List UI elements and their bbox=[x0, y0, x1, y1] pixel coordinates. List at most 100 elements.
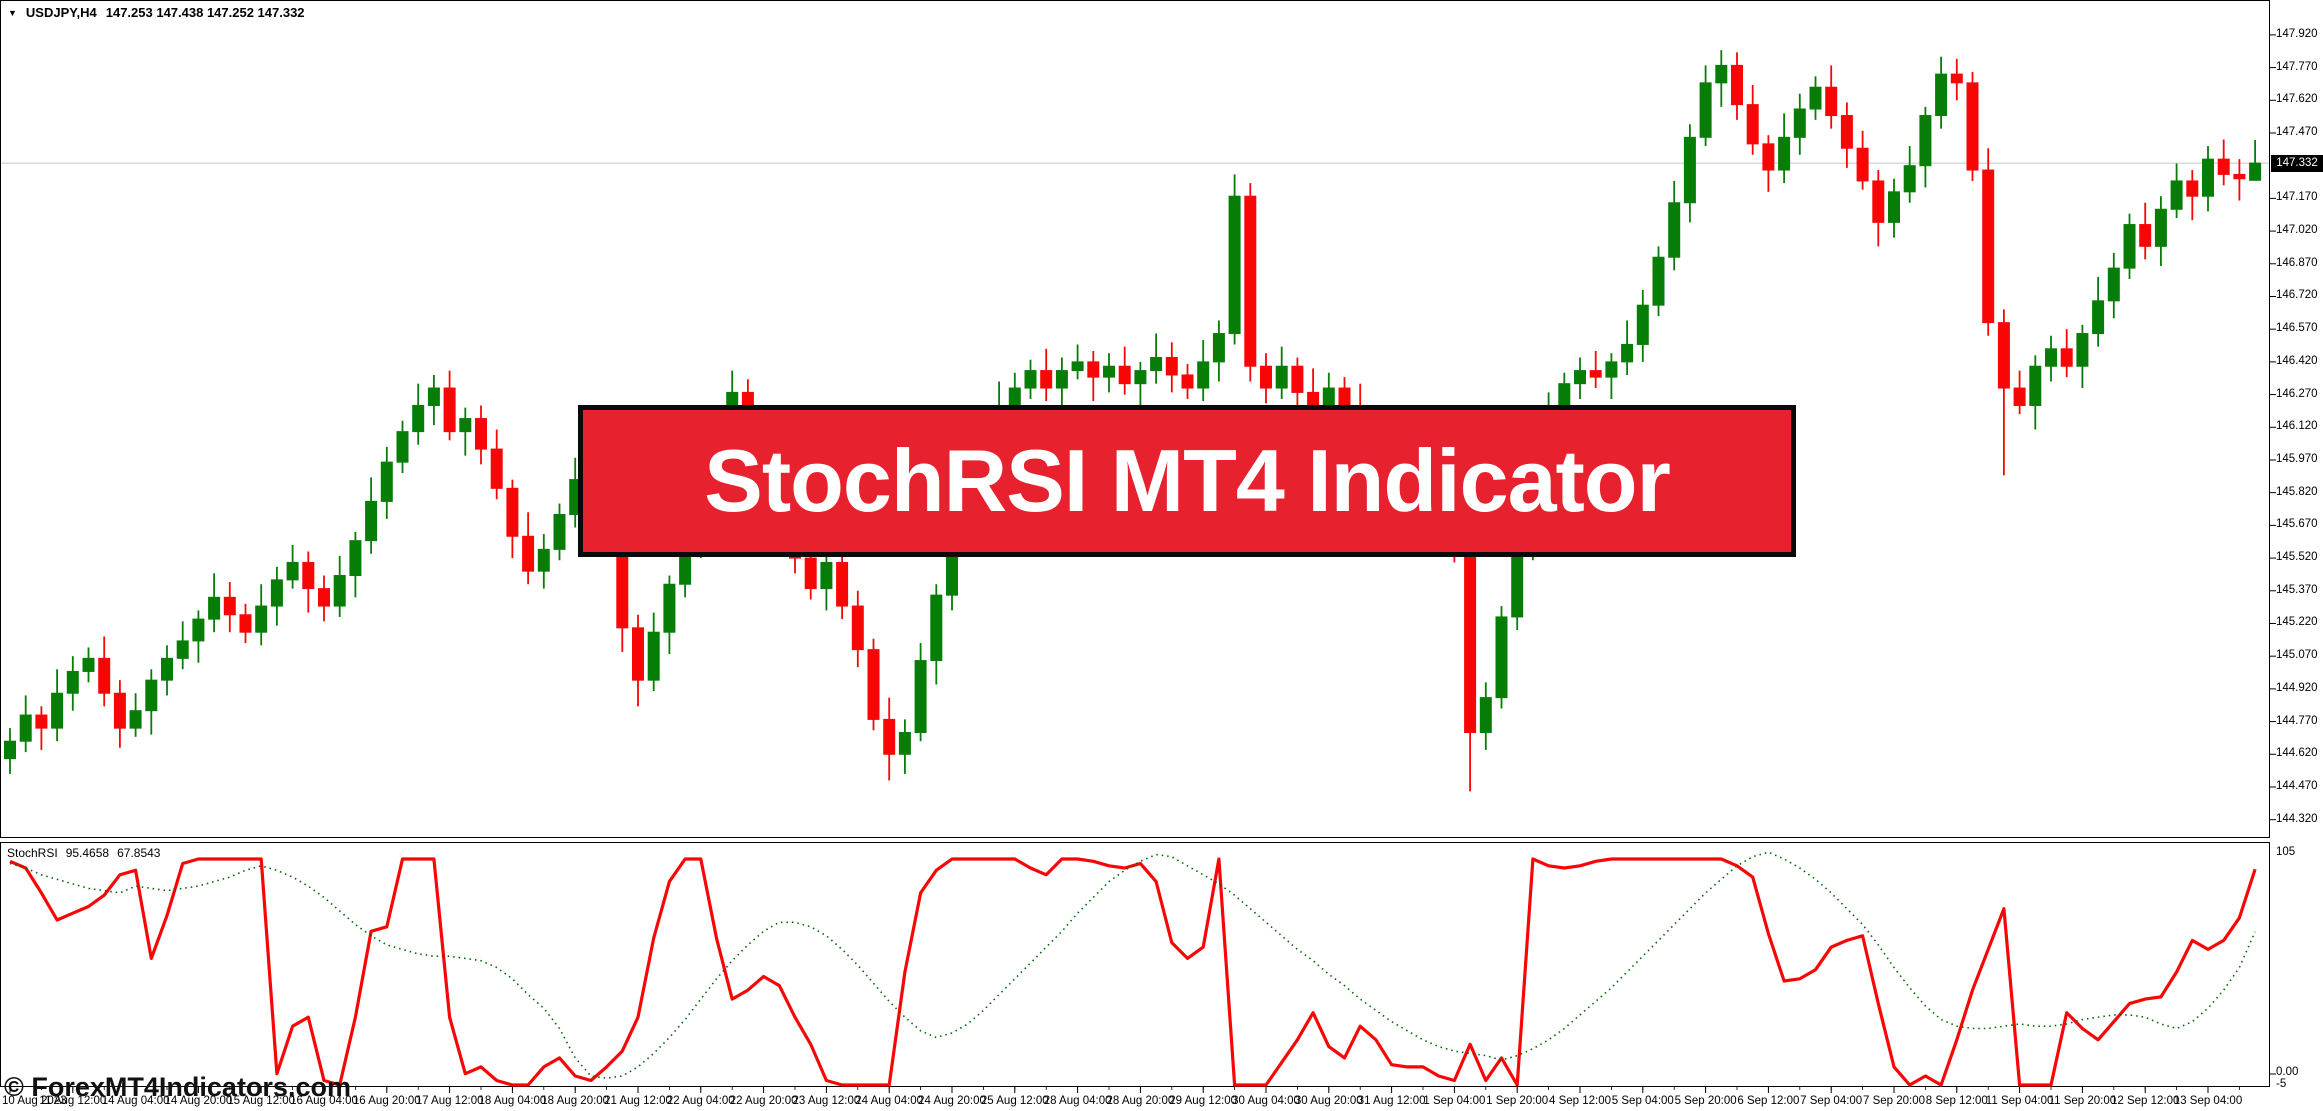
indicator-scale-label: 105 bbox=[2276, 846, 2296, 858]
price-axis-label: 144.770 bbox=[2276, 714, 2318, 727]
time-axis-label: 1 Sep 04:00 bbox=[1423, 1095, 1486, 1107]
candle-body bbox=[255, 605, 268, 633]
candle-body bbox=[851, 605, 864, 651]
candle-body bbox=[1008, 387, 1021, 406]
symbol-header: ▼ USDJPY,H4 147.253 147.438 147.252 147.… bbox=[8, 5, 305, 20]
price-axis-label: 147.470 bbox=[2276, 125, 2318, 138]
banner-text: StochRSI MT4 Indicator bbox=[704, 431, 1671, 530]
candle-body bbox=[1103, 365, 1115, 378]
candle-body bbox=[1825, 86, 1838, 117]
candle-body bbox=[1495, 616, 1508, 699]
candle-body bbox=[1275, 365, 1288, 389]
candle-body bbox=[553, 513, 566, 550]
indicator-scale-label: 0.00 bbox=[2276, 1066, 2299, 1078]
price-axis-label: 145.520 bbox=[2276, 551, 2318, 564]
candle-body bbox=[161, 657, 173, 681]
candle-body bbox=[129, 710, 142, 729]
indicator-panel-frame bbox=[0, 842, 2270, 1087]
time-axis-label: 31 Aug 12:00 bbox=[1357, 1095, 1426, 1107]
candle-body bbox=[1935, 73, 1948, 117]
time-axis-label: 24 Aug 04:00 bbox=[855, 1095, 924, 1107]
candle-body bbox=[820, 561, 833, 590]
time-axis-label: 28 Aug 20:00 bbox=[1106, 1095, 1175, 1107]
candle-body bbox=[208, 596, 221, 620]
candle-body bbox=[1997, 322, 2010, 389]
candle-body bbox=[1778, 136, 1791, 171]
candle-body bbox=[1715, 64, 1728, 84]
candle-body bbox=[1024, 370, 1037, 389]
candle-body bbox=[302, 561, 315, 590]
stoch-main-line bbox=[9, 857, 2257, 1087]
candle-body bbox=[1605, 361, 1618, 378]
candle-body bbox=[145, 679, 158, 712]
time-axis-label: 30 Aug 20:00 bbox=[1294, 1095, 1363, 1107]
price-axis-label: 146.720 bbox=[2276, 289, 2318, 302]
chevron-down-icon[interactable]: ▼ bbox=[8, 7, 17, 18]
time-axis-label: 28 Aug 04:00 bbox=[1043, 1095, 1112, 1107]
candle-body bbox=[506, 487, 519, 537]
time-axis-label: 22 Aug 20:00 bbox=[729, 1095, 798, 1107]
time-axis-label: 4 Sep 12:00 bbox=[1548, 1095, 1612, 1107]
candle-body bbox=[98, 657, 111, 694]
candle-body bbox=[2029, 365, 2042, 406]
candle-body bbox=[867, 649, 880, 720]
indicator-title: StochRSI 95.4658 67.8543 bbox=[7, 846, 160, 860]
candle-body bbox=[2013, 387, 2026, 406]
candle-body bbox=[1244, 195, 1257, 367]
candle-body bbox=[2233, 173, 2246, 180]
candle-body bbox=[1260, 365, 1272, 389]
candle-body bbox=[1652, 256, 1665, 306]
time-axis-label: 13 Sep 04:00 bbox=[2173, 1095, 2243, 1107]
candle-body bbox=[1150, 357, 1163, 372]
candle-body bbox=[349, 540, 362, 577]
price-axis-label: 144.920 bbox=[2276, 681, 2318, 694]
candle-body bbox=[2076, 333, 2089, 367]
candle-body bbox=[1683, 136, 1696, 204]
candle-body bbox=[427, 387, 440, 406]
time-axis-label: 7 Sep 20:00 bbox=[1862, 1095, 1926, 1107]
candle-body bbox=[1071, 361, 1084, 372]
candle-body bbox=[1840, 115, 1853, 149]
candle-body bbox=[475, 418, 487, 450]
candle-body bbox=[663, 583, 676, 633]
price-axis-label: 146.270 bbox=[2276, 387, 2318, 400]
candle-body bbox=[1338, 387, 1351, 406]
candle-body bbox=[930, 594, 943, 662]
time-axis-label: 15 Aug 12:00 bbox=[227, 1095, 296, 1107]
time-axis-label: 30 Aug 04:00 bbox=[1232, 1095, 1300, 1107]
price-chart-frame bbox=[0, 0, 2270, 838]
candle-body bbox=[2045, 348, 2057, 367]
candle-body bbox=[1040, 370, 1053, 389]
candle-body bbox=[1087, 361, 1100, 378]
price-axis-label: 144.470 bbox=[2276, 779, 2318, 792]
candle-body bbox=[2249, 162, 2262, 181]
candle-body bbox=[1134, 370, 1147, 385]
candle-body bbox=[380, 461, 393, 502]
candle-body bbox=[365, 500, 378, 542]
candle-body bbox=[537, 548, 550, 572]
indicator-main-value: 95.4658 bbox=[65, 846, 110, 860]
candle-body bbox=[1919, 115, 1932, 167]
candle-body bbox=[4, 740, 16, 760]
time-axis-label: 8 Sep 12:00 bbox=[1925, 1095, 1988, 1107]
candle-body bbox=[1291, 365, 1304, 393]
candle-body bbox=[1479, 697, 1492, 733]
candle-body bbox=[19, 714, 32, 742]
candle-body bbox=[270, 579, 283, 607]
candle-body bbox=[883, 718, 896, 755]
time-axis-label: 18 Aug 20:00 bbox=[541, 1095, 610, 1107]
candle-body bbox=[1903, 165, 1916, 193]
candle-body bbox=[1731, 64, 1743, 106]
time-axis-label: 14 Aug 04:00 bbox=[101, 1095, 170, 1107]
time-axis-label: 5 Sep 20:00 bbox=[1674, 1095, 1737, 1107]
current-price-tag: 147.332 bbox=[2271, 154, 2323, 172]
price-axis-label: 147.770 bbox=[2276, 60, 2318, 73]
price-axis-label: 147.170 bbox=[2276, 191, 2318, 204]
promo-banner: StochRSI MT4 Indicator bbox=[578, 405, 1796, 557]
candle-body bbox=[1212, 333, 1225, 363]
candle-body bbox=[1621, 343, 1634, 363]
time-axis-label: 21 Aug 12:00 bbox=[604, 1095, 672, 1107]
price-axis-label: 147.020 bbox=[2276, 224, 2318, 237]
candle-body bbox=[836, 561, 849, 607]
